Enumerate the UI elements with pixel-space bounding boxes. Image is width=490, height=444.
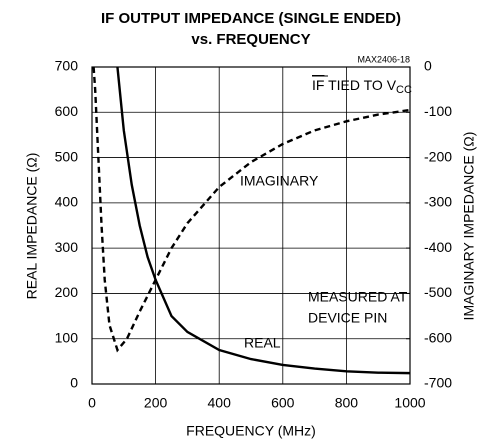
line-series [116,66,411,375]
x-tick-label: 800 [335,395,359,411]
y2-tick-label: -300 [424,194,452,210]
y2-tick-label: -200 [424,148,452,164]
x-tick-label: 0 [88,395,96,411]
y-tick-label: 500 [55,148,79,164]
x-axis-label: FREQUENCY (MHz) [186,423,316,439]
y-tick-label: 700 [55,58,79,74]
y2-tick-label: 0 [424,58,432,74]
y-axis-label: REAL IMPEDANCE (Ω) [24,153,40,300]
line-series [92,66,411,353]
annotation: REAL [244,335,281,351]
plot-frame [91,66,411,385]
x-tick-label: 1000 [394,395,425,411]
y-tick-label: 100 [55,329,79,345]
y2-tick-label: -600 [424,329,452,345]
annotation: IF TIED TO VCC [312,77,412,96]
annotation: TIED TO V [324,77,396,93]
y2-tick-label: -400 [424,239,452,255]
y-tick-label: 0 [70,375,78,391]
annotation: MAX2406-18 [357,54,410,64]
annotation: DEVICE PIN [308,310,387,326]
y-tick-label: 200 [55,284,79,300]
y-tick-label: 400 [55,194,79,210]
chart-title: vs. FREQUENCY [191,31,310,48]
x-tick-label: 600 [271,395,295,411]
y2-tick-label: -500 [424,284,452,300]
y2-tick-label: -100 [424,103,452,119]
x-tick-label: 200 [144,395,168,411]
annotation: IF [312,77,324,93]
y-tick-label: 300 [55,239,79,255]
x-tick-label: 400 [208,395,232,411]
y2-axis-label: IMAGINARY IMPEDANCE (Ω) [461,132,477,321]
chart-title: IF OUTPUT IMPEDANCE (SINGLE ENDED) [101,10,401,27]
y-tick-label: 600 [55,103,79,119]
annotation: IMAGINARY [240,173,319,189]
annotation: MEASURED AT [308,289,408,305]
y2-tick-label: -700 [424,375,452,391]
annotation: CC [396,84,412,96]
